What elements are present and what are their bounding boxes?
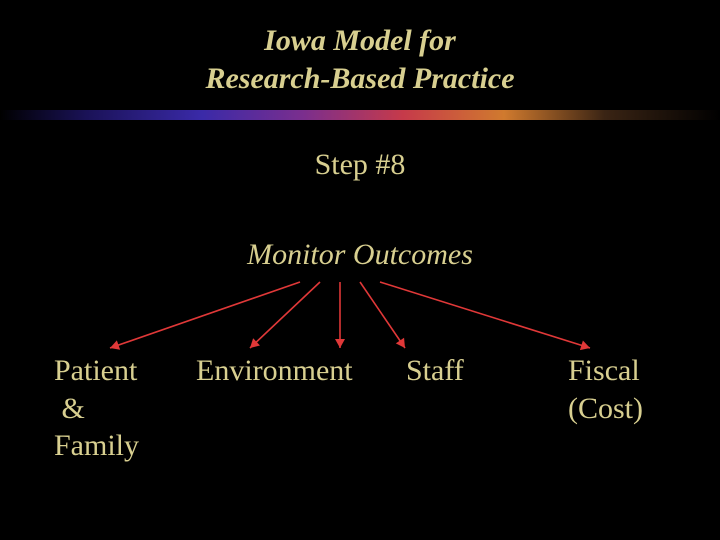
title-line-1: Iowa Model for bbox=[264, 24, 456, 57]
arrow-head bbox=[335, 339, 345, 348]
arrow-line bbox=[250, 282, 320, 348]
slide: Iowa Model for Research-Based Practice S… bbox=[0, 0, 720, 540]
step-label: Step #8 bbox=[0, 148, 720, 182]
subtitle: Monitor Outcomes bbox=[0, 238, 720, 272]
category-3: Fiscal (Cost) bbox=[568, 352, 643, 427]
category-1: Environment bbox=[196, 352, 353, 390]
arrow-line bbox=[360, 282, 405, 348]
category-0: Patient & Family bbox=[54, 352, 139, 465]
arrow-head bbox=[396, 338, 405, 348]
arrow-head bbox=[580, 341, 590, 351]
arrow-line bbox=[380, 282, 590, 348]
arrow-line bbox=[110, 282, 300, 348]
separator-rule bbox=[0, 110, 720, 120]
title-line-2: Research-Based Practice bbox=[205, 62, 514, 95]
slide-title: Iowa Model for Research-Based Practice bbox=[0, 22, 720, 99]
arrows-diagram bbox=[0, 280, 720, 360]
category-2: Staff bbox=[406, 352, 464, 390]
